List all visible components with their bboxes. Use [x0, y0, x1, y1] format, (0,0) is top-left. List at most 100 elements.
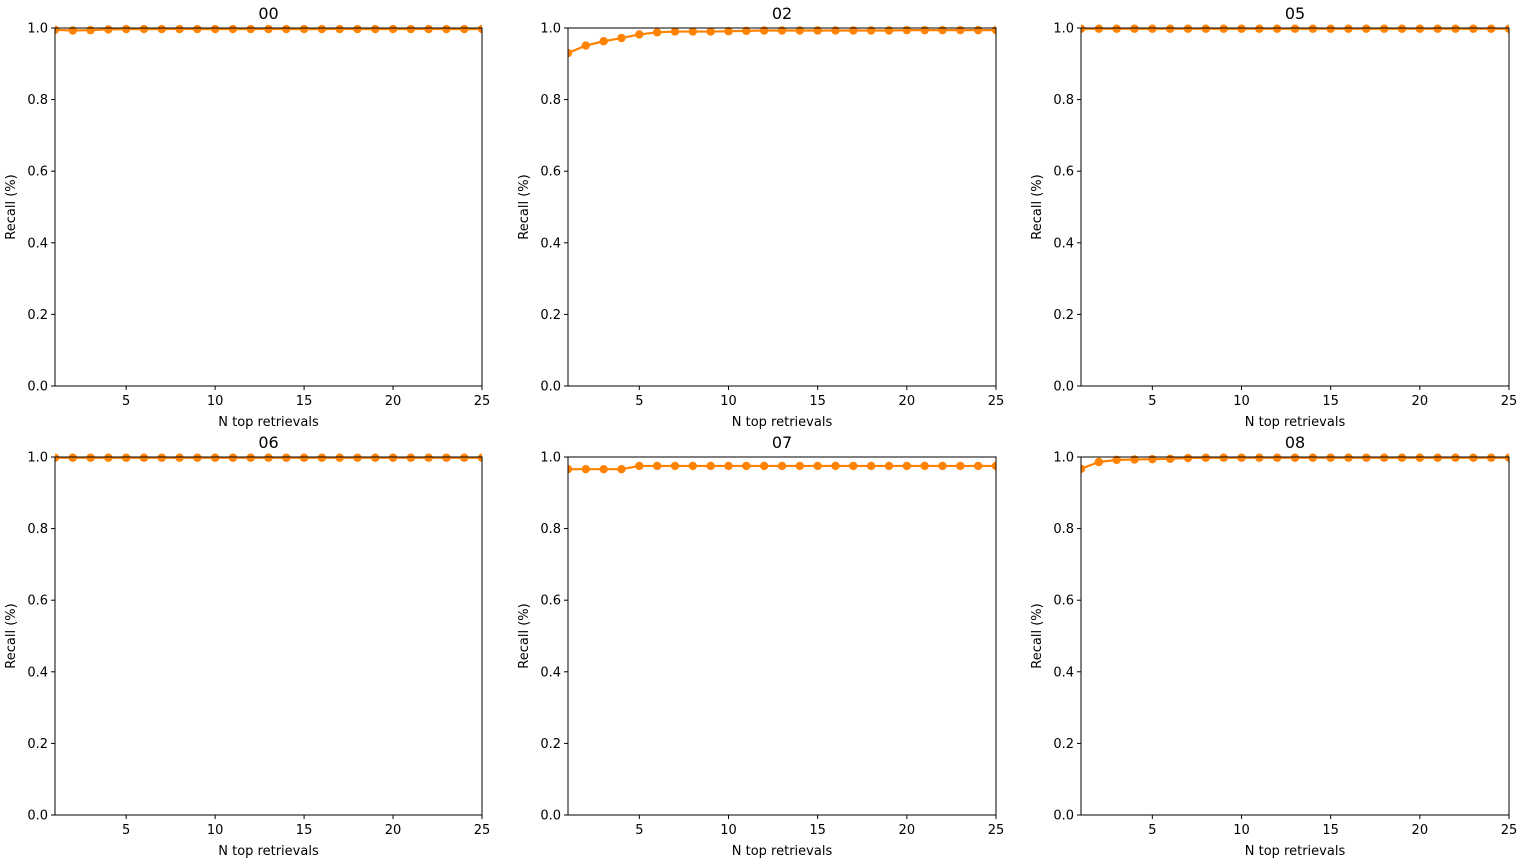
data-point: [424, 24, 433, 34]
y-tick-label: 0.4: [27, 236, 48, 251]
data-point: [777, 461, 787, 471]
y-tick-label: 0.8: [27, 93, 48, 108]
data-point: [299, 24, 309, 34]
y-tick-label: 0.6: [27, 594, 48, 609]
data-point: [1415, 453, 1425, 462]
axes-frame: [1080, 456, 1510, 816]
data-point: [568, 464, 573, 474]
data-point: [1486, 24, 1496, 33]
data-point: [1183, 24, 1193, 33]
data-point: [1165, 454, 1175, 463]
data-point: [175, 24, 184, 34]
data-point: [938, 25, 947, 35]
x-axis-label: N top retrievals: [218, 844, 319, 859]
data-point: [1451, 24, 1460, 33]
data-point: [1094, 24, 1104, 33]
y-tick-label: 0.4: [540, 236, 561, 251]
x-tick-label: 15: [1322, 823, 1339, 838]
series-08: [1081, 453, 1509, 474]
data-point: [1433, 453, 1442, 462]
data-point: [406, 24, 416, 34]
data-point: [849, 461, 858, 471]
data-point: [121, 24, 131, 34]
series-05: [1081, 24, 1509, 33]
y-tick-label: 0.4: [1053, 665, 1074, 680]
data-point: [104, 453, 113, 462]
subplot-08: 5 10 15 20 25 0.0 0.2 0.4 0.6 0.8 1.0 08 N top retri…: [1030, 433, 1517, 859]
data-point: [866, 461, 876, 471]
subplot-title: 08: [1285, 433, 1305, 452]
y-tick-label: 0.8: [1053, 522, 1074, 537]
data-point: [55, 453, 60, 462]
data-point: [617, 464, 626, 474]
data-point: [1081, 464, 1086, 474]
data-point: [991, 461, 996, 471]
data-point: [706, 461, 715, 471]
y-tick-label: 0.4: [540, 665, 561, 680]
data-point: [371, 24, 380, 34]
data-point: [1219, 453, 1228, 462]
data-point: [973, 461, 983, 471]
data-point: [371, 453, 380, 462]
data-point: [317, 24, 327, 34]
data-point: [335, 453, 344, 462]
y-tick-label: 1.0: [540, 451, 561, 466]
data-point: [228, 24, 238, 34]
subplot-00: 5 10 15 20 25 0.0 0.2 0.4 0.6 0.8 1.0 00 N top retri…: [4, 4, 490, 430]
x-tick-label: 15: [1322, 394, 1339, 409]
data-point: [1397, 453, 1407, 462]
y-tick-label: 0.2: [1053, 308, 1074, 323]
x-axis-label: N top retrievals: [1245, 844, 1346, 859]
data-point: [724, 461, 733, 471]
y-tick-label: 0.6: [1053, 594, 1074, 609]
data-point: [1272, 24, 1282, 33]
data-point: [353, 24, 362, 34]
data-point: [210, 453, 220, 462]
data-point: [635, 30, 644, 39]
y-tick-label: 0.8: [27, 522, 48, 537]
x-tick-label: 20: [899, 394, 916, 409]
x-tick-label: 15: [809, 394, 826, 409]
data-point: [228, 453, 238, 462]
data-point: [724, 27, 733, 36]
data-point: [920, 25, 929, 35]
data-point: [652, 28, 662, 37]
data-point: [1237, 24, 1246, 33]
data-point: [264, 453, 273, 462]
data-point: [210, 24, 220, 34]
x-axis-label: N top retrievals: [1245, 415, 1346, 430]
data-point: [1379, 453, 1389, 462]
subplot-title: 07: [772, 433, 792, 452]
series-06: [55, 453, 482, 462]
data-point: [1397, 24, 1407, 33]
data-point: [956, 461, 965, 471]
data-point: [388, 24, 398, 34]
data-point: [742, 26, 751, 36]
y-tick-label: 0.2: [1053, 737, 1074, 752]
data-point: [1344, 453, 1353, 462]
data-point: [1112, 455, 1121, 465]
data-point: [1362, 453, 1371, 462]
y-tick-label: 0.8: [1053, 93, 1074, 108]
data-point: [193, 453, 202, 462]
data-point: [282, 24, 291, 34]
data-point: [388, 453, 398, 462]
data-point: [1433, 24, 1442, 33]
y-axis-label: Recall (%): [4, 174, 19, 239]
x-tick-label: 5: [1148, 394, 1156, 409]
y-tick-label: 0.2: [540, 308, 561, 323]
x-tick-label: 20: [1412, 823, 1429, 838]
data-point: [1112, 24, 1121, 33]
y-tick-label: 1.0: [1053, 22, 1074, 37]
data-point: [442, 24, 451, 34]
data-point: [706, 27, 715, 36]
y-tick-label: 0.0: [27, 380, 48, 395]
x-tick-label: 20: [899, 823, 916, 838]
y-tick-label: 0.0: [1053, 380, 1074, 395]
y-tick-label: 0.6: [27, 165, 48, 180]
data-point: [1148, 454, 1157, 464]
data-point: [1201, 453, 1211, 462]
subplot-title: 06: [258, 433, 278, 452]
x-tick-label: 25: [988, 823, 1005, 838]
